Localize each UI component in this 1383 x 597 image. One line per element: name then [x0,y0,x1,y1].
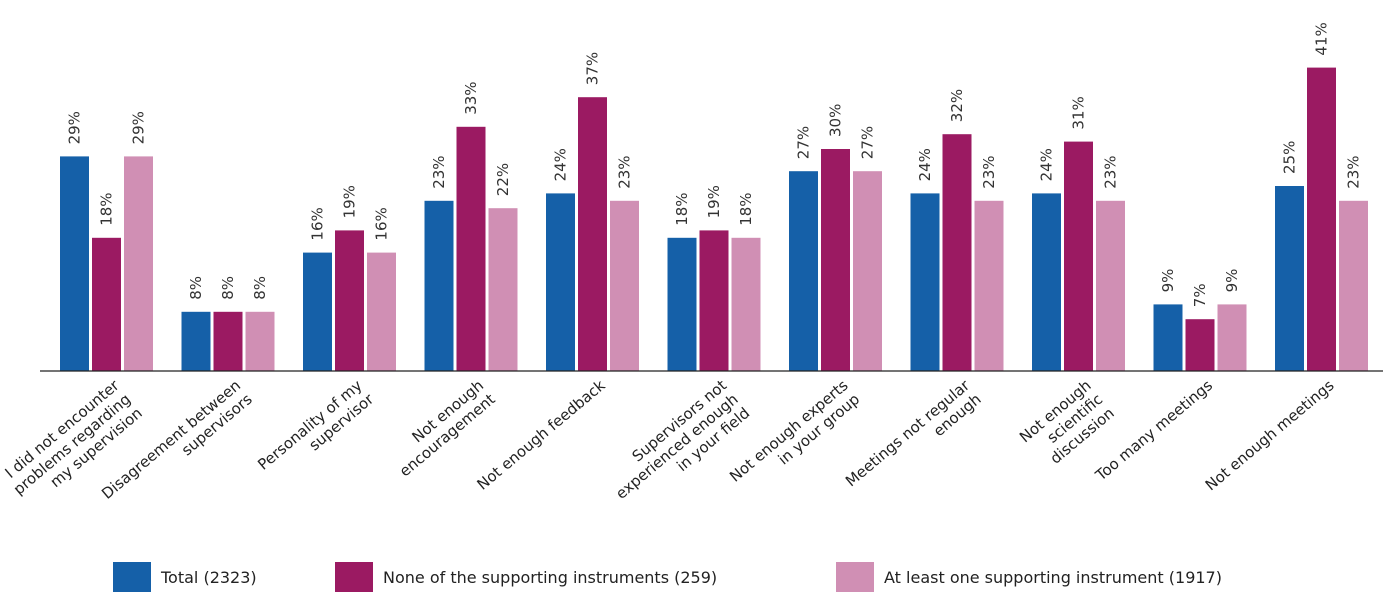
bars-layer: 29% 18% 29% 8% 8% 8% 16% 19% 16% 23% 33% 22% 24% 37% 2… [60,22,1368,371]
category-label-line: Too many meetings [1091,376,1216,485]
value-label-8-series-2: 23% [1102,155,1120,188]
value-label-10-series-2: 23% [1345,155,1363,188]
value-label-5-series-0: 18% [673,192,691,225]
bar-9-series-1 [1185,319,1215,371]
legend-item-total: Total (2323) [113,562,257,592]
value-label-10-series-1: 41% [1313,22,1331,55]
bar-4-series-2 [610,200,639,371]
category-label-0: I did not encounterproblems regardingmy … [0,376,146,512]
category-label-9: Too many meetings [1091,376,1216,485]
value-label-3-series-2: 22% [494,163,512,196]
category-label-6: Not enough expertsin your group [726,376,863,499]
legend-label-none: None of the supporting instruments (259) [383,567,718,587]
bar-3-series-0 [424,200,454,371]
bar-8-series-2 [1096,200,1125,371]
legend: Total (2323) None of the supporting inst… [0,562,1383,592]
value-label-6-series-0: 27% [795,126,813,159]
category-label-line: Not enough feedback [474,376,609,494]
value-label-3-series-0: 23% [430,155,448,188]
bar-4-series-0 [546,193,575,371]
bar-3-series-1 [456,126,486,371]
bar-3-series-2 [488,208,518,371]
value-label-5-series-2: 18% [737,192,755,225]
value-label-4-series-0: 24% [552,148,570,181]
value-label-7-series-0: 24% [916,148,934,181]
value-label-8-series-1: 31% [1070,96,1088,129]
bar-1-series-1 [213,311,243,371]
bar-0-series-0 [60,156,89,371]
category-label-10: Not enough meetings [1202,376,1338,494]
category-label-line: Not enough experts [726,376,852,486]
bar-6-series-2 [853,171,882,371]
value-label-8-series-0: 24% [1038,148,1056,181]
legend-item-at-least-one: At least one supporting instrument (1917… [836,562,1222,592]
category-label-8: Not enoughscientificdiscussion [1016,376,1118,474]
bar-0-series-1 [92,237,121,371]
category-label-7: Meetings not regularenough [842,376,985,504]
value-label-4-series-2: 23% [616,155,634,188]
value-label-2-series-0: 16% [309,207,327,240]
bar-2-series-0 [303,252,332,371]
category-label-2: Personality of mysupervisor [254,376,377,488]
bar-8-series-0 [1032,193,1061,371]
category-labels-layer: I did not encounterproblems regardingmy … [0,376,1338,516]
bar-5-series-1 [699,230,729,371]
grouped-bar-chart: 29% 18% 29% 8% 8% 8% 16% 19% 16% 23% 33% 22% 24% 37% 2… [0,22,1383,516]
legend-swatch-none [335,562,373,592]
value-label-2-series-1: 19% [341,185,359,218]
value-label-6-series-1: 30% [827,104,845,137]
value-label-6-series-2: 27% [859,126,877,159]
value-label-7-series-2: 23% [980,155,998,188]
bar-6-series-0 [789,171,818,371]
category-label-4: Not enough feedback [474,376,609,494]
category-label-line: Meetings not regular [842,376,974,491]
legend-swatch-at-least-one [836,562,874,592]
category-label-5: Supervisors notexperienced enoughin your… [601,376,754,516]
bar-5-series-0 [667,237,697,371]
value-label-7-series-1: 32% [948,89,966,122]
value-label-4-series-1: 37% [584,52,602,85]
bar-10-series-0 [1275,186,1304,371]
bar-7-series-2 [974,200,1004,371]
value-label-9-series-0: 9% [1159,269,1177,293]
bar-10-series-1 [1307,67,1336,371]
bar-9-series-2 [1217,304,1247,371]
legend-label-at-least-one: At least one supporting instrument (1917… [884,567,1222,587]
value-label-1-series-1: 8% [219,276,237,300]
bar-7-series-0 [910,193,940,371]
bar-0-series-2 [124,156,153,371]
value-label-10-series-0: 25% [1281,141,1299,174]
bar-8-series-1 [1064,141,1093,371]
value-label-0-series-1: 18% [98,192,116,225]
bar-6-series-1 [821,149,850,371]
value-label-5-series-1: 19% [705,185,723,218]
value-label-9-series-1: 7% [1191,283,1209,307]
category-label-line: Not enough meetings [1202,376,1338,494]
bar-2-series-2 [367,252,396,371]
value-label-1-series-0: 8% [187,276,205,300]
bar-5-series-2 [731,237,761,371]
category-label-3: Not enoughencouragement [384,376,498,480]
value-label-0-series-0: 29% [66,111,84,144]
value-label-9-series-2: 9% [1223,269,1241,293]
bar-1-series-2 [245,311,275,371]
value-label-0-series-2: 29% [130,111,148,144]
legend-label-total: Total (2323) [161,567,257,587]
bar-7-series-1 [942,134,972,371]
value-label-2-series-2: 16% [373,207,391,240]
value-label-3-series-1: 33% [462,81,480,114]
bar-9-series-0 [1153,304,1183,371]
bar-2-series-1 [335,230,364,371]
bar-4-series-1 [578,97,607,371]
legend-swatch-total [113,562,151,592]
legend-item-none: None of the supporting instruments (259) [335,562,717,592]
bar-1-series-0 [181,311,211,371]
bar-10-series-2 [1339,200,1368,371]
value-label-1-series-2: 8% [251,276,269,300]
category-label-line: experienced enough [612,390,741,503]
